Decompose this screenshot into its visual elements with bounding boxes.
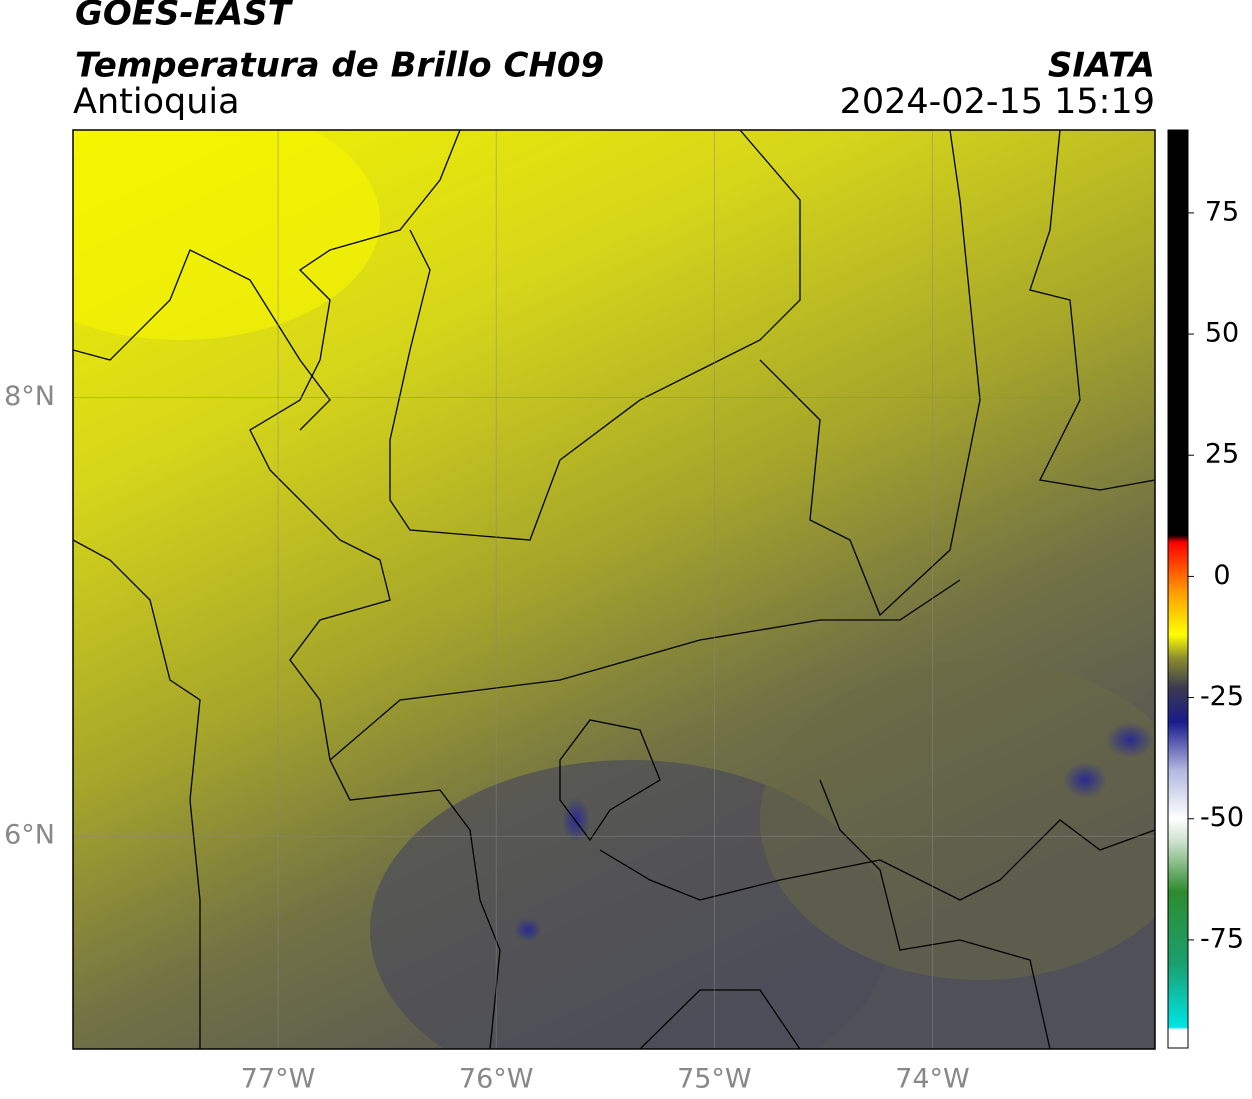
lon-tick-label: 76°W: [459, 1064, 534, 1095]
colorbar-tick-label: -50: [1200, 802, 1244, 833]
lat-tick-label: 8°N: [4, 381, 55, 412]
coastline: [73, 249, 331, 431]
product: Temperatura de Brillo CH09: [75, 46, 604, 86]
region: Antioquia: [73, 82, 240, 122]
colorbar-tick-label: 25: [1205, 439, 1239, 470]
boundary-line: [389, 130, 801, 541]
boundary-line: [329, 579, 961, 761]
grid: [73, 130, 1155, 1049]
lon-tick-label: 74°W: [895, 1064, 970, 1095]
colorbar-tick-label: 0: [1213, 560, 1230, 591]
cool-region: [760, 660, 1155, 980]
boundaries: [73, 130, 1155, 1049]
boundary-line: [599, 819, 1155, 901]
lon-tick-label: 77°W: [241, 1064, 316, 1095]
lon-tick-label: 75°W: [677, 1064, 752, 1095]
cloud-core: [1106, 722, 1154, 758]
boundary-line: [249, 130, 501, 1049]
map-field: [73, 130, 1155, 1049]
colorbar-tick-label: 50: [1205, 318, 1239, 349]
boundary-line: [819, 779, 1051, 1049]
cold-region: [370, 760, 890, 1049]
warm-region: [73, 130, 380, 340]
satellite: GOES-EAST: [75, 0, 294, 34]
boundary-line: [639, 989, 801, 1049]
cloud-core: [1063, 762, 1107, 798]
boundary-line: [73, 539, 201, 1049]
boundary-line: [1029, 130, 1155, 491]
agency: SIATA: [1048, 46, 1155, 86]
datetime: 2024-02-15 15:19: [840, 82, 1155, 122]
cloud-core: [514, 918, 542, 942]
boundary-line: [559, 719, 661, 842]
colorbar-tick-label: 75: [1205, 196, 1239, 227]
map-frame: [72, 129, 1156, 1050]
colorbar: [1167, 129, 1189, 1049]
boundary-line: [759, 130, 981, 617]
colorbar-tick-label: -25: [1200, 681, 1244, 712]
colorbar-tick-label: -75: [1200, 923, 1244, 954]
lat-tick-label: 6°N: [4, 820, 55, 851]
